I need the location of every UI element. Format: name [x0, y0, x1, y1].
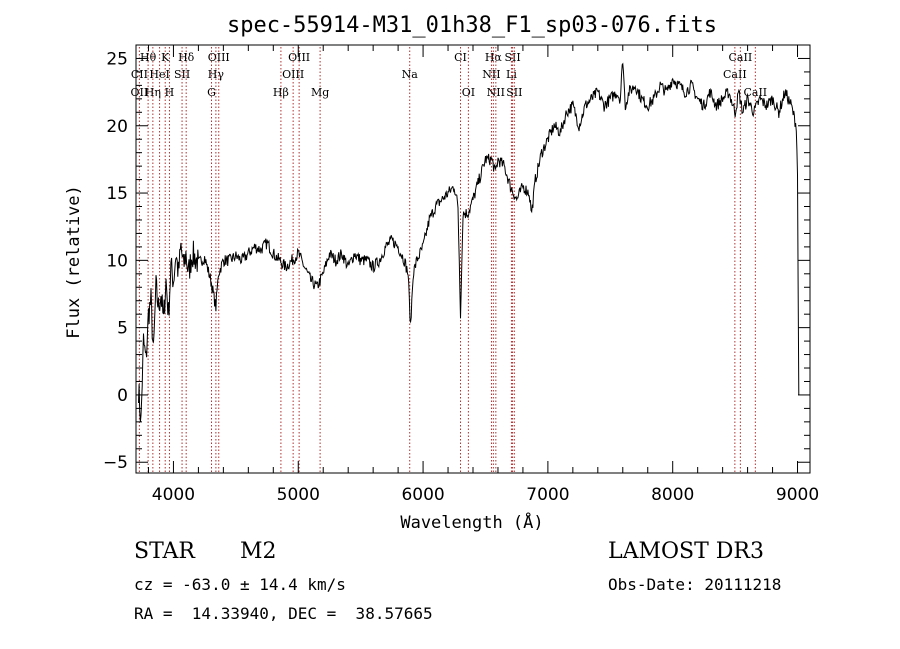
- subclass-label: M2: [240, 539, 277, 564]
- marker-label: Mg: [311, 86, 329, 99]
- y-tick-label: 25: [106, 49, 128, 69]
- marker-label: CaII: [723, 68, 747, 81]
- marker-label: H: [165, 86, 175, 99]
- marker-label: NII: [487, 86, 505, 99]
- marker-label: Hγ: [208, 68, 225, 81]
- marker-label: Na: [402, 68, 419, 81]
- x-tick-label: 4000: [152, 485, 195, 505]
- marker-label: OIII: [282, 68, 304, 81]
- marker-label: Hβ: [273, 86, 289, 99]
- marker-label: CaII: [729, 51, 753, 64]
- marker-label: G: [207, 86, 216, 99]
- marker-label: Hθ: [140, 51, 157, 64]
- y-axis: −5 0 5 10 15 20 25: [103, 49, 810, 473]
- y-axis-label: Flux (relative): [64, 185, 84, 339]
- survey-label: LAMOST DR3: [608, 539, 764, 564]
- x-tick-label: 8000: [651, 485, 694, 505]
- marker-label: SII: [504, 51, 520, 64]
- marker-label: Hδ: [178, 51, 195, 64]
- marker-label: CaII: [743, 86, 767, 99]
- chart-title: spec-55914-M31_01h38_F1_sp03-076.fits: [227, 13, 717, 38]
- marker-label: CII: [131, 68, 148, 81]
- marker-label: HeI: [149, 68, 169, 81]
- y-tick-label: −5: [103, 453, 128, 473]
- marker-label: SII: [506, 86, 522, 99]
- x-tick-label: 6000: [401, 485, 444, 505]
- y-tick-label: 20: [106, 117, 128, 137]
- y-tick-label: 10: [106, 251, 128, 271]
- marker-label: Hη: [145, 86, 161, 99]
- marker-label: OIII: [208, 51, 230, 64]
- coordinates: RA = 14.33940, DEC = 38.57665: [134, 604, 433, 623]
- marker-label: Hα: [485, 51, 503, 64]
- y-tick-label: 0: [117, 386, 128, 406]
- marker-label: OI: [462, 86, 475, 99]
- x-tick-label: 7000: [526, 485, 569, 505]
- obs-date: Obs-Date: 20111218: [608, 575, 782, 594]
- marker-label: OIII: [288, 51, 310, 64]
- spectrum-trace: [138, 62, 800, 423]
- x-axis-label: Wavelength (Å): [400, 511, 543, 533]
- x-tick-label: 5000: [277, 485, 320, 505]
- marker-label: K: [161, 51, 170, 64]
- marker-label: NII: [482, 68, 500, 81]
- marker-label: Li: [506, 68, 517, 81]
- y-tick-label: 15: [106, 184, 128, 204]
- class-label: STAR: [134, 539, 195, 564]
- marker-label: CI: [454, 51, 467, 64]
- cz-value: cz = -63.0 ± 14.4 km/s: [134, 575, 346, 594]
- spectrum-line: [138, 62, 800, 423]
- x-axis: 4000 5000 6000 7000 8000 9000: [147, 45, 819, 505]
- x-tick-label: 9000: [776, 485, 819, 505]
- marker-label: SII: [174, 68, 190, 81]
- marker-label: OII: [131, 86, 149, 99]
- y-tick-label: 5: [117, 319, 128, 339]
